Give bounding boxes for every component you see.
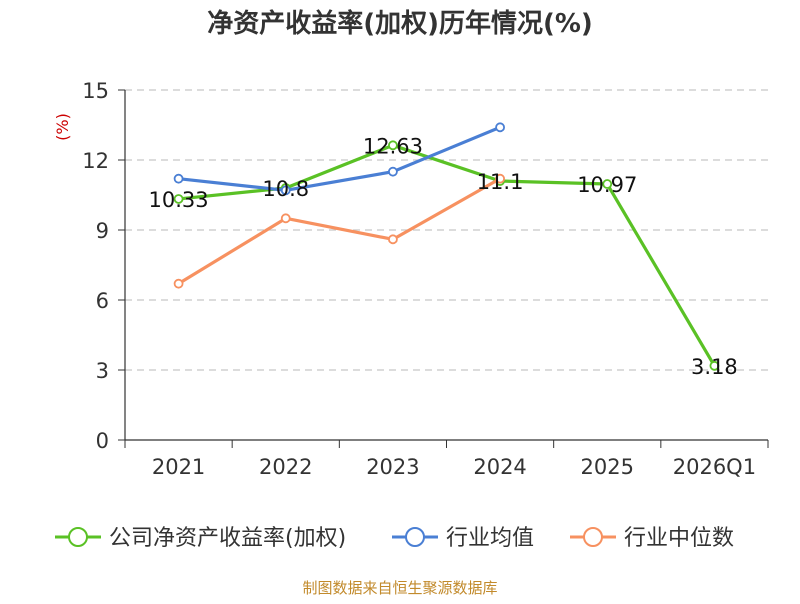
legend-label: 行业均值 [446,526,534,551]
x-tick-label: 2024 [473,455,526,479]
y-tick-label: 3 [96,359,109,383]
data-point [173,173,184,184]
data-label: 10.97 [577,173,637,197]
series-2 [173,173,505,289]
data-label: 3.18 [691,355,738,379]
legend-marker [583,527,603,547]
data-label: 10.33 [149,188,209,212]
legend-label: 公司净资产收益率(加权) [109,526,346,551]
legend-label: 行业中位数 [624,526,734,551]
legend-marker [405,527,425,547]
legend-item-0: 公司净资产收益率(加权) [55,526,346,551]
x-tick-label: 2026Q1 [673,455,756,479]
x-tick-label: 2022 [259,455,312,479]
legend-marker [68,527,88,547]
data-labels: 10.33 10.8 12.63 11.1 10.97 3.18 [149,134,738,378]
data-point [388,166,398,177]
data-label: 10.8 [262,177,309,201]
data-point [388,234,398,245]
legend: 公司净资产收益率(加权) 行业均值 行业中位数 [55,526,734,551]
data-point [495,173,505,184]
data-point [280,185,291,196]
data-point [173,278,184,289]
data-point [709,360,720,371]
x-tick-label: 2023 [366,455,419,479]
y-tick-label: 9 [96,219,109,243]
y-tick-label: 0 [96,429,109,453]
series-line [176,177,502,286]
series [173,122,720,371]
legend-item-1: 行业均值 [392,526,534,551]
y-tick-label: 6 [96,289,109,313]
data-point [173,194,184,204]
y-axis-label: (%) [53,113,72,141]
data-label: 12.63 [363,134,423,158]
series-line [176,125,502,192]
y-tick-label: 15 [82,79,109,103]
series-1 [173,122,505,196]
chart-title: 净资产收益率(加权)历年情况(%) [207,8,593,39]
data-label: 11.1 [477,170,524,194]
x-tick-label: 2021 [152,455,205,479]
data-point [602,179,613,189]
grid-lines [125,89,768,371]
data-point [495,122,505,133]
y-tick-label: 12 [82,149,109,173]
data-point [388,140,398,151]
x-tick-label: 2025 [581,455,634,479]
source-note: 制图数据来自恒生聚源数据库 [302,579,497,597]
data-point [280,213,291,224]
axes: 0 3 6 9 12 15 2021 2022 2023 2024 2025 2026Q1 [82,79,769,479]
legend-item-2: 行业中位数 [570,526,734,551]
